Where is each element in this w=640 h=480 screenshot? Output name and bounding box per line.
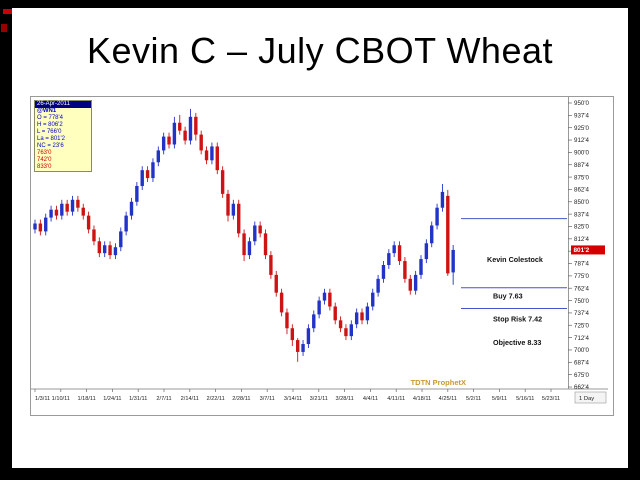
svg-text:1/18/11: 1/18/11 [77, 396, 95, 402]
svg-text:4/4/11: 4/4/11 [363, 396, 378, 402]
svg-text:712'4: 712'4 [574, 335, 590, 342]
svg-text:TDTN ProphetX: TDTN ProphetX [411, 378, 466, 387]
quote-date: 26-Apr-2011 [35, 101, 91, 108]
svg-text:2/28/11: 2/28/11 [232, 396, 250, 402]
svg-text:875'0: 875'0 [574, 174, 590, 181]
svg-text:687'4: 687'4 [574, 360, 590, 367]
svg-text:4/18/11: 4/18/11 [413, 396, 431, 402]
quote-high: H = 806'2 [37, 122, 63, 128]
candlestick-chart: 950'0 937'4 925'0 912'4 900'0 887'4 875'0 862'4… [31, 97, 608, 404]
svg-text:1/31/11: 1/31/11 [129, 396, 147, 402]
candlestick-chart-frame: 950'0 937'4 925'0 912'4 900'0 887'4 875'0 862'4… [30, 96, 614, 416]
window-artifact-icon [3, 9, 12, 14]
svg-text:837'4: 837'4 [574, 211, 590, 218]
svg-text:1/24/11: 1/24/11 [103, 396, 121, 402]
svg-text:750'0: 750'0 [574, 298, 590, 305]
quote-net-change: NC = 23'6 [37, 143, 64, 149]
svg-text:787'4: 787'4 [574, 261, 590, 268]
svg-text:662'4: 662'4 [574, 384, 590, 391]
svg-text:737'4: 737'4 [574, 310, 590, 317]
drawn-line-value: 763'0 [37, 150, 52, 156]
svg-text:900'0: 900'0 [574, 150, 590, 157]
svg-text:5/16/11: 5/16/11 [516, 396, 534, 402]
svg-text:912'4: 912'4 [574, 137, 590, 144]
svg-text:3/14/11: 3/14/11 [284, 396, 302, 402]
svg-text:775'0: 775'0 [574, 273, 590, 280]
svg-text:Stop Risk 7.42: Stop Risk 7.42 [493, 314, 542, 323]
svg-text:825'0: 825'0 [574, 224, 590, 231]
drawn-line-value: 742'0 [37, 157, 52, 163]
svg-text:850'0: 850'0 [574, 199, 590, 206]
svg-text:5/2/11: 5/2/11 [466, 396, 481, 402]
svg-text:1 Day: 1 Day [579, 396, 594, 402]
svg-text:4/11/11: 4/11/11 [387, 396, 405, 402]
svg-text:5/9/11: 5/9/11 [492, 396, 507, 402]
svg-text:3/28/11: 3/28/11 [335, 396, 353, 402]
svg-text:2/14/11: 2/14/11 [181, 396, 199, 402]
svg-text:2/22/11: 2/22/11 [206, 396, 224, 402]
svg-text:4/25/11: 4/25/11 [439, 396, 457, 402]
svg-text:700'0: 700'0 [574, 347, 590, 354]
quote-low: L = 766'0 [37, 129, 62, 135]
quote-open: O = 778'4 [37, 115, 63, 121]
svg-text:Objective 8.33: Objective 8.33 [493, 338, 541, 347]
svg-text:1/10/11: 1/10/11 [52, 396, 70, 402]
svg-text:950'0: 950'0 [574, 100, 590, 107]
svg-text:725'0: 725'0 [574, 322, 590, 329]
svg-text:862'4: 862'4 [574, 187, 590, 194]
svg-text:925'0: 925'0 [574, 125, 590, 132]
svg-text:801'2: 801'2 [574, 247, 590, 254]
quote-info-box: 26-Apr-2011 @WN1 O = 778'4 H = 806'2 L =… [34, 100, 92, 172]
svg-text:5/23/11: 5/23/11 [542, 396, 560, 402]
svg-text:675'0: 675'0 [574, 372, 590, 379]
slide-title: Kevin C – July CBOT Wheat [87, 30, 553, 71]
quote-symbol: @WN1 [37, 108, 57, 114]
window-artifact-icon [1, 24, 7, 32]
svg-text:2/7/11: 2/7/11 [156, 396, 171, 402]
svg-text:812'4: 812'4 [574, 236, 590, 243]
svg-text:1/3/11: 1/3/11 [35, 396, 50, 402]
svg-text:887'4: 887'4 [574, 162, 590, 169]
svg-text:937'4: 937'4 [574, 113, 590, 120]
svg-text:Buy 7.63: Buy 7.63 [493, 292, 523, 301]
quote-last: La = 801'2 [37, 136, 66, 142]
svg-text:Kevin Colestock: Kevin Colestock [487, 255, 543, 264]
drawn-line-value: 833'0 [37, 164, 52, 170]
svg-text:3/7/11: 3/7/11 [260, 396, 275, 402]
slide: Kevin C – July CBOT Wheat 950'0 937'4 925'… [12, 8, 628, 468]
svg-text:762'4: 762'4 [574, 285, 590, 292]
svg-text:3/21/11: 3/21/11 [310, 396, 328, 402]
